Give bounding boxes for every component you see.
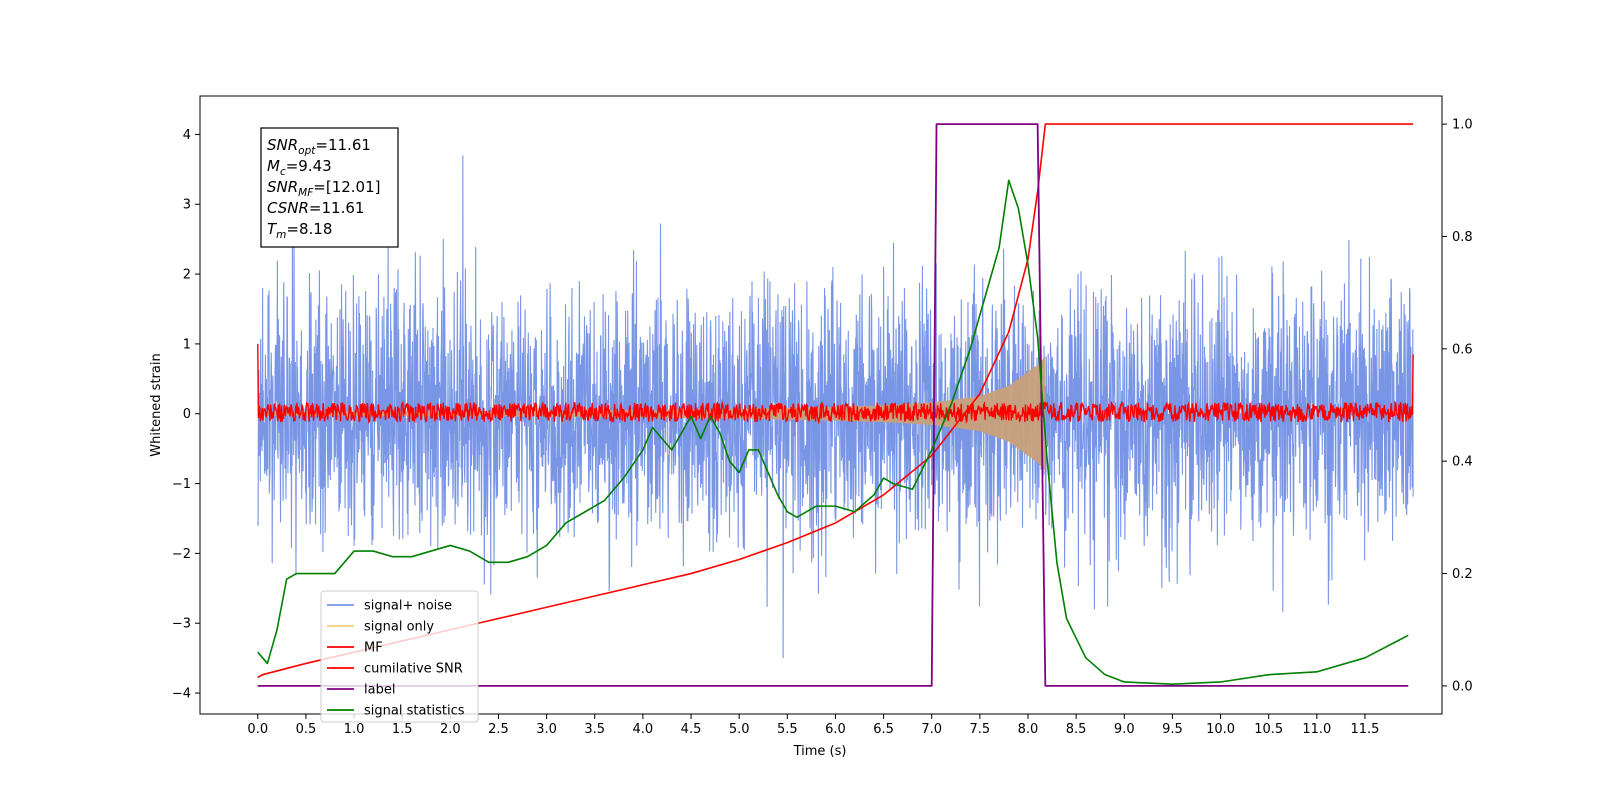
x-axis-label: Time (s) [793, 744, 847, 759]
y-tick-label: 2 [183, 268, 191, 283]
series-signal-statistics [257, 179, 1409, 686]
y2-tick-label: 0.2 [1452, 567, 1473, 582]
legend-label: signal only [364, 620, 434, 635]
annotation-line: Tm=8.18 [267, 220, 332, 241]
x-tick-label: 4.0 [633, 722, 654, 737]
x-tick-label: 5.5 [777, 722, 798, 737]
annotation-box: SNRopt=11.61Mc=9.43SNRMF=[12.01]CSNR=11.… [260, 127, 399, 248]
y-tick-label: 1 [183, 337, 191, 352]
x-tick-label: 4.5 [681, 722, 702, 737]
x-tick-label: 1.5 [392, 722, 413, 737]
y-tick-label: −4 [172, 687, 191, 702]
series-label [257, 123, 1409, 687]
x-tick-label: 3.5 [584, 722, 605, 737]
series-mf [257, 343, 1414, 425]
legend-frame [320, 590, 479, 723]
y2-tick-label: 0.4 [1452, 455, 1473, 470]
x-tick-label: 8.0 [1018, 722, 1039, 737]
legend-label: cumilative SNR [364, 662, 463, 677]
x-tick-label: 9.5 [1162, 722, 1183, 737]
x-tick-label: 9.0 [1114, 722, 1135, 737]
y-tick-label: 4 [183, 128, 191, 143]
y-tick-label: −1 [172, 477, 191, 492]
annotation-line: SNRopt=11.61 [267, 136, 371, 157]
plot-frame [199, 95, 1443, 715]
x-tick-label: 8.5 [1066, 722, 1087, 737]
y-tick-label: −2 [172, 547, 191, 562]
x-tick-label: 6.0 [825, 722, 846, 737]
x-tick-label: 0.5 [296, 722, 317, 737]
x-tick-label: 6.5 [873, 722, 894, 737]
x-tick-label: 11.5 [1351, 722, 1380, 737]
annotation-line: Mc=9.43 [267, 157, 332, 178]
x-tick-label: 7.0 [921, 722, 942, 737]
x-tick-label: 7.5 [970, 722, 991, 737]
y2-tick-label: 1.0 [1452, 118, 1473, 133]
x-tick-label: 10.0 [1206, 722, 1235, 737]
x-tick-label: 1.0 [344, 722, 365, 737]
x-tick-label: 2.5 [488, 722, 509, 737]
legend-label: label [364, 683, 395, 698]
legend-label: signal+ noise [364, 599, 452, 614]
y2-tick-label: 0.6 [1452, 342, 1473, 357]
annotation-frame [260, 127, 399, 248]
y2-tick-label: 0.8 [1452, 230, 1473, 245]
y-tick-label: 3 [183, 198, 191, 213]
legend-label: signal statistics [364, 704, 465, 719]
y-tick-label: −3 [172, 617, 191, 632]
y-axis-label: Whitened strain [149, 353, 164, 456]
x-tick-label: 11.0 [1302, 722, 1331, 737]
y2-tick-label: 0.0 [1452, 679, 1473, 694]
legend: signal+ noise signal only MF cumilative SNR… [320, 590, 479, 723]
axes-layer: 0.0 0.5 1.0 1.5 2.0 2.5 3.0 3.5 4.0 4.5 5.0 5.5 6.0 6… [172, 118, 1473, 737]
x-tick-label: 10.5 [1254, 722, 1283, 737]
x-tick-label: 0.0 [247, 722, 268, 737]
x-tick-label: 3.0 [536, 722, 557, 737]
x-tick-label: 5.0 [729, 722, 750, 737]
y-tick-label: 0 [183, 407, 191, 422]
annotation-line: SNRMF=[12.01] [267, 178, 381, 199]
x-tick-label: 2.0 [440, 722, 461, 737]
legend-label: MF [364, 641, 383, 656]
series-signal-noise [257, 155, 1414, 659]
annotation-line: CSNR=11.61 [267, 199, 364, 217]
